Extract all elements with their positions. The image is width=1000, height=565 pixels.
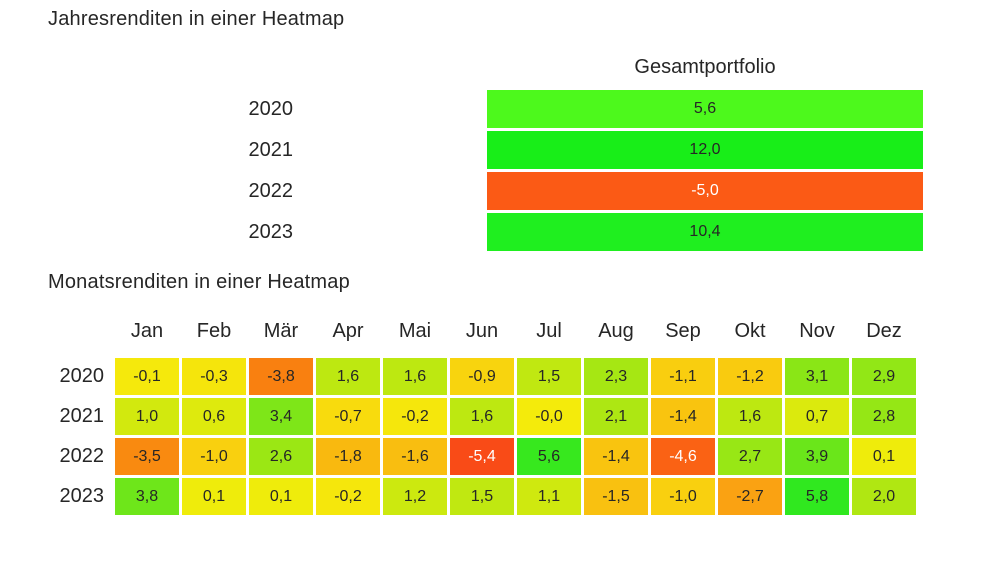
monthly-cells-2020: -0,1 -0,3 -3,8 1,6 1,6 -0,9 1,5 2,3 -1,1 -1,2 3,1 2… [115, 358, 919, 395]
monthly-year-label: 2023 [59, 485, 105, 507]
monthly-cells-2021: 1,0 0,6 3,4 -0,7 -0,2 1,6 -0,0 2,1 -1,4 1,6 0,7 2,8 [115, 398, 919, 435]
monthly-row-2020: 2020 -0,1 -0,3 -3,8 1,6 1,6 -0,9 1,5 2,3 -1,1 -1,2… [0, 358, 919, 395]
monthly-heatmap-title: Monatsrenditen in einer Heatmap [48, 271, 350, 293]
month-header-label-sep: Sep [665, 320, 701, 342]
heatmap-cell-2023-mai: 1,2 [383, 478, 447, 515]
heatmap-cell-2022-feb: -1,0 [182, 438, 246, 475]
heatmap-cell-2020-sep: -1,1 [651, 358, 715, 395]
heatmap-cell-2021-jul: -0,0 [517, 398, 581, 435]
heatmap-cell-2023-dez: 2,0 [852, 478, 916, 515]
heatmap-cell-2020-aug: 2,3 [584, 358, 648, 395]
heatmap-cell-2023-jun: 1,5 [450, 478, 514, 515]
heatmap-cell-2021-sep: -1,4 [651, 398, 715, 435]
annual-value-bar-2020: 5,6 [487, 90, 923, 128]
heatmap-cell-2020-okt: -1,2 [718, 358, 782, 395]
month-header-label-jul: Jul [536, 320, 562, 342]
heatmap-cell-2020-apr: 1,6 [316, 358, 380, 395]
heatmap-cell-2022-aug: -1,4 [584, 438, 648, 475]
heatmap-cell-2023-okt: -2,7 [718, 478, 782, 515]
annual-row-2023: 2023 10,4 [0, 213, 923, 251]
heatmap-cell-2021-mär: 3,4 [249, 398, 313, 435]
gesamtportfolio-column-header: Gesamtportfolio [634, 56, 776, 78]
heatmap-cell-2021-jan: 1,0 [115, 398, 179, 435]
heatmap-cell-2021-feb: 0,6 [182, 398, 246, 435]
annual-year-label: 2023 [248, 220, 294, 243]
annual-value-bar-2021: 12,0 [487, 131, 923, 169]
heatmap-cell-2022-jan: -3,5 [115, 438, 179, 475]
month-header-label-jun: Jun [465, 320, 499, 342]
heatmap-cell-2021-aug: 2,1 [584, 398, 648, 435]
heatmap-cell-2020-jul: 1,5 [517, 358, 581, 395]
month-header-label-okt: Okt [734, 320, 766, 342]
annual-value-bar-2023: 10,4 [487, 213, 923, 251]
month-header-row: Jan Feb Mär Apr Mai Jun Jul Aug Sep Okt Nov Dez [115, 320, 919, 343]
month-header-label-nov: Nov [799, 320, 835, 342]
month-header-label-feb: Feb [196, 320, 232, 342]
heatmap-cell-2023-jul: 1,1 [517, 478, 581, 515]
heatmap-cell-2021-dez: 2,8 [852, 398, 916, 435]
monthly-cells-2023: 3,8 0,1 0,1 -0,2 1,2 1,5 1,1 -1,5 -1,0 -2,7 5,8 2,0 [115, 478, 919, 515]
heatmap-cell-2020-jun: -0,9 [450, 358, 514, 395]
monthly-row-2023: 2023 3,8 0,1 0,1 -0,2 1,2 1,5 1,1 -1,5 -1,0 -2,7 5,… [0, 478, 919, 515]
heatmap-cell-2022-mär: 2,6 [249, 438, 313, 475]
annual-heatmap-title: Jahresrenditen in einer Heatmap [48, 8, 345, 30]
heatmap-cell-2023-apr: -0,2 [316, 478, 380, 515]
month-header-label-apr: Apr [332, 320, 364, 342]
heatmap-cell-2023-aug: -1,5 [584, 478, 648, 515]
month-header-label-dez: Dez [866, 320, 902, 342]
annual-year-label: 2022 [248, 179, 294, 202]
annual-year-label: 2021 [248, 138, 294, 161]
heatmap-cell-2020-mär: -3,8 [249, 358, 313, 395]
heatmap-cell-2022-okt: 2,7 [718, 438, 782, 475]
annual-value-bar-2022: -5,0 [487, 172, 923, 210]
annual-row-2021: 2021 12,0 [0, 131, 923, 169]
heatmap-cell-2020-nov: 3,1 [785, 358, 849, 395]
monthly-year-label: 2021 [59, 405, 105, 427]
monthly-row-2021: 2021 1,0 0,6 3,4 -0,7 -0,2 1,6 -0,0 2,1 -1,4 1,6 0,… [0, 398, 919, 435]
monthly-year-label: 2020 [59, 365, 105, 387]
heatmap-cell-2022-apr: -1,8 [316, 438, 380, 475]
heatmap-cell-2023-nov: 5,8 [785, 478, 849, 515]
heatmap-cell-2022-mai: -1,6 [383, 438, 447, 475]
heatmap-cell-2022-jun: -5,4 [450, 438, 514, 475]
annual-row-2020: 2020 5,6 [0, 90, 923, 128]
heatmap-cell-2020-feb: -0,3 [182, 358, 246, 395]
heatmap-cell-2023-sep: -1,0 [651, 478, 715, 515]
monthly-heatmap: 2020 -0,1 -0,3 -3,8 1,6 1,6 -0,9 1,5 2,3 -1,1 -1,2… [0, 358, 919, 518]
monthly-year-label: 2022 [59, 445, 105, 467]
heatmap-cell-2023-feb: 0,1 [182, 478, 246, 515]
heatmap-cell-2021-nov: 0,7 [785, 398, 849, 435]
annual-row-2022: 2022 -5,0 [0, 172, 923, 210]
annual-year-label: 2020 [248, 97, 294, 120]
monthly-row-2022: 2022 -3,5 -1,0 2,6 -1,8 -1,6 -5,4 5,6 -1,4 -4,6 2,… [0, 438, 919, 475]
heatmap-cell-2022-nov: 3,9 [785, 438, 849, 475]
heatmap-cell-2021-jun: 1,6 [450, 398, 514, 435]
heatmap-cell-2020-jan: -0,1 [115, 358, 179, 395]
heatmap-cell-2023-jan: 3,8 [115, 478, 179, 515]
heatmap-cell-2022-dez: 0,1 [852, 438, 916, 475]
month-header-label-aug: Aug [598, 320, 634, 342]
month-header-label-jan: Jan [130, 320, 164, 342]
monthly-cells-2022: -3,5 -1,0 2,6 -1,8 -1,6 -5,4 5,6 -1,4 -4,6 2,7 3,9… [115, 438, 919, 475]
heatmap-cell-2021-mai: -0,2 [383, 398, 447, 435]
heatmap-cell-2020-dez: 2,9 [852, 358, 916, 395]
annual-heatmap: 2020 5,6 2021 12,0 2022 -5,0 2023 10,4 [0, 90, 923, 254]
month-header-label-mär: Mär [263, 320, 299, 342]
heatmap-cell-2022-jul: 5,6 [517, 438, 581, 475]
heatmap-cell-2020-mai: 1,6 [383, 358, 447, 395]
heatmap-cell-2021-okt: 1,6 [718, 398, 782, 435]
heatmap-cell-2021-apr: -0,7 [316, 398, 380, 435]
heatmap-cell-2022-sep: -4,6 [651, 438, 715, 475]
month-header-label-mai: Mai [398, 320, 432, 342]
heatmap-cell-2023-mär: 0,1 [249, 478, 313, 515]
